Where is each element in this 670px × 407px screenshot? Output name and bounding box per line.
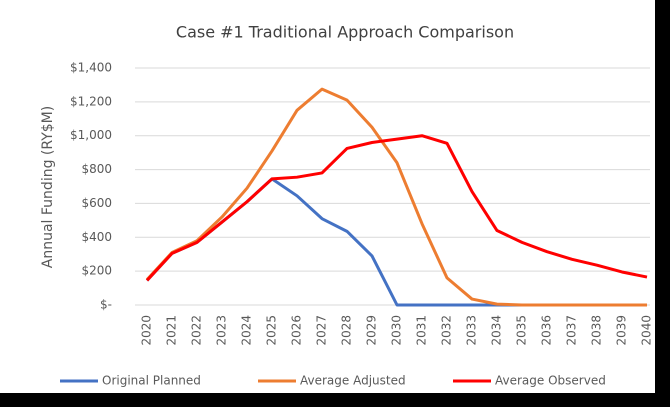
x-tick-label: 2028 [340,315,354,346]
x-tick-label: 2027 [315,315,329,346]
x-tick-label: 2034 [490,315,504,346]
legend-label: Average Adjusted [300,374,406,388]
y-tick-label: $1,400 [70,61,112,75]
chart-title: Case #1 Traditional Approach Comparison [176,23,514,42]
x-tick-label: 2039 [615,315,629,346]
x-tick-label: 2024 [240,315,254,346]
y-tick-label: $1,000 [70,128,112,142]
legend-label: Average Observed [495,374,606,388]
x-tick-label: 2023 [215,315,229,346]
x-tick-label: 2022 [190,315,204,346]
y-tick-label: $- [100,298,112,312]
x-tick-label: 2037 [565,315,579,346]
x-tick-label: 2035 [515,315,529,346]
x-tick-label: 2020 [140,315,154,346]
chart-background [0,0,655,393]
y-axis-title: Annual Funding (RY$M) [40,106,56,268]
series-line [145,87,647,307]
y-tick-label: $600 [81,196,112,210]
x-tick-label: 2026 [290,315,304,346]
y-tick-label: $400 [81,230,112,244]
series-line [145,134,648,282]
x-tick-label: 2021 [165,315,179,346]
x-tick-label: 2031 [415,315,429,346]
x-tick-label: 2025 [265,315,279,346]
y-tick-label: $200 [81,264,112,278]
x-tick-label: 2032 [440,315,454,346]
legend-label: Original Planned [102,374,201,388]
x-tick-label: 2040 [640,315,654,346]
x-tick-label: 2033 [465,315,479,346]
y-tick-label: $1,200 [70,94,112,108]
x-tick-label: 2038 [590,315,604,346]
x-tick-label: 2030 [390,315,404,346]
y-tick-label: $800 [81,162,112,176]
x-tick-label: 2036 [540,315,554,346]
x-tick-label: 2029 [365,315,379,346]
